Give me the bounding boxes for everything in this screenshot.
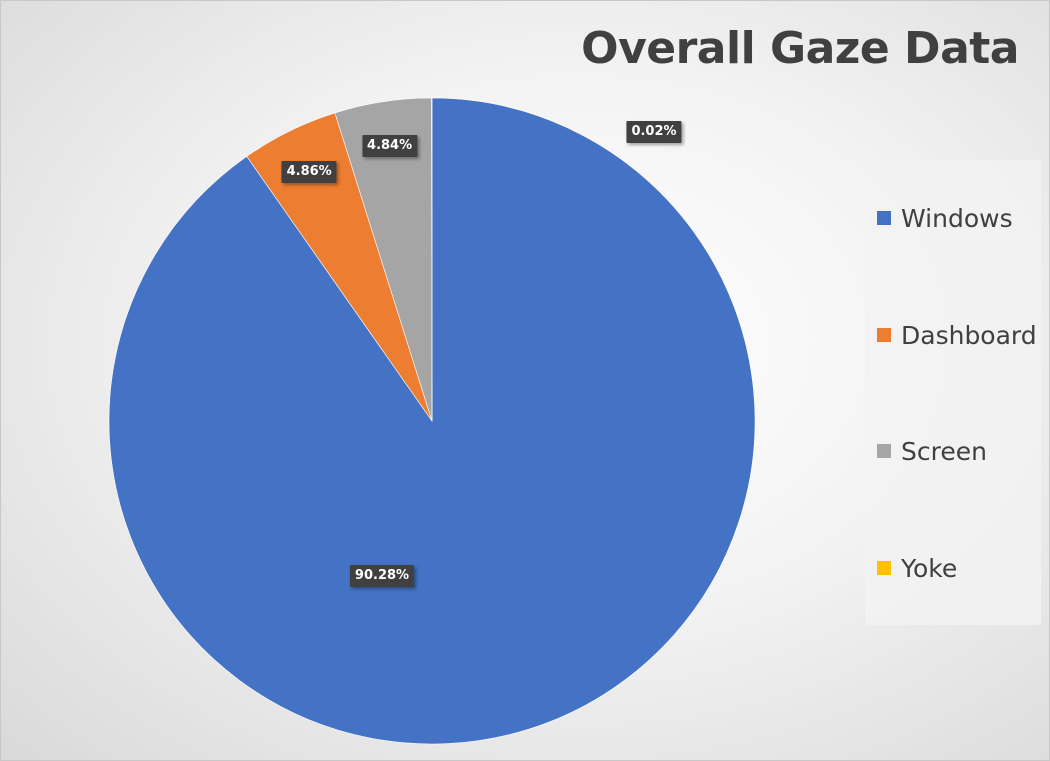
- legend-item-dashboard: Dashboard: [877, 320, 1037, 350]
- data-label-screen: 4.84%: [362, 135, 418, 158]
- data-label-windows: 90.28%: [349, 565, 415, 587]
- legend: Windows Dashboard Screen Yoke: [865, 160, 1041, 625]
- legend-item-screen: Screen: [877, 436, 987, 466]
- legend-swatch-dashboard: [877, 328, 891, 342]
- data-label-yoke: 0.02%: [626, 121, 682, 143]
- legend-label-screen: Screen: [901, 436, 987, 466]
- legend-swatch-screen: [877, 444, 891, 458]
- legend-swatch-windows: [877, 211, 891, 225]
- legend-swatch-yoke: [877, 561, 891, 575]
- legend-item-yoke: Yoke: [877, 553, 957, 583]
- legend-label-dashboard: Dashboard: [901, 320, 1037, 350]
- chart-title: Overall Gaze Data: [581, 23, 1019, 74]
- legend-label-windows: Windows: [901, 203, 1013, 233]
- legend-item-windows: Windows: [877, 203, 1013, 233]
- data-label-dashboard: 4.86%: [281, 160, 337, 183]
- legend-label-yoke: Yoke: [901, 553, 958, 583]
